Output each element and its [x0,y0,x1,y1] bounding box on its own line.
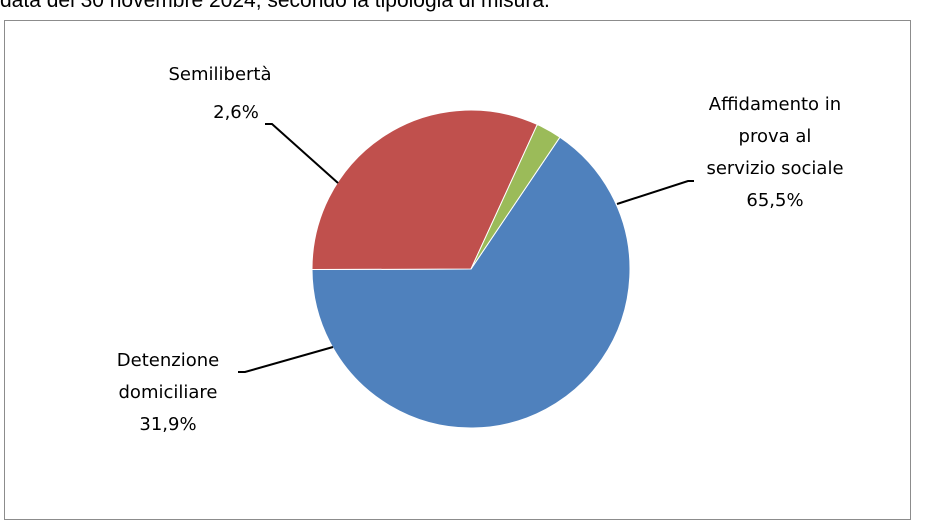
slice-label-0: Affidamento in prova al servizio sociale 65… [706,94,843,211]
slice-name-label: Affidamento in [709,94,841,115]
pie-slice-0 [311,136,631,429]
slice-name-label: Semilibertà [168,64,271,85]
slice-name-label: domiciliare [119,382,218,403]
leader-line-0 [616,180,694,205]
leader-line-2 [265,123,339,184]
leader-line-1 [238,346,334,373]
pie-slice-1 [311,109,538,271]
slice-name-label: Detenzione [117,350,219,371]
slice-value-label: 65,5% [746,190,803,211]
pie-chart: Affidamento in prova al servizio sociale 65… [117,64,844,435]
slice-label-2: Semilibertà 2,6% [168,64,271,123]
slice-name-label: prova al [739,126,812,147]
slice-value-label: 31,9% [139,414,196,435]
chart-caption: data del 30 novembre 2024, secondo la ti… [0,0,550,12]
slice-name-label: servizio sociale [706,158,843,179]
slice-value-label: 2,6% [213,102,259,123]
pie-slice-2 [470,123,561,270]
slice-label-1: Detenzione domiciliare 31,9% [117,350,219,435]
